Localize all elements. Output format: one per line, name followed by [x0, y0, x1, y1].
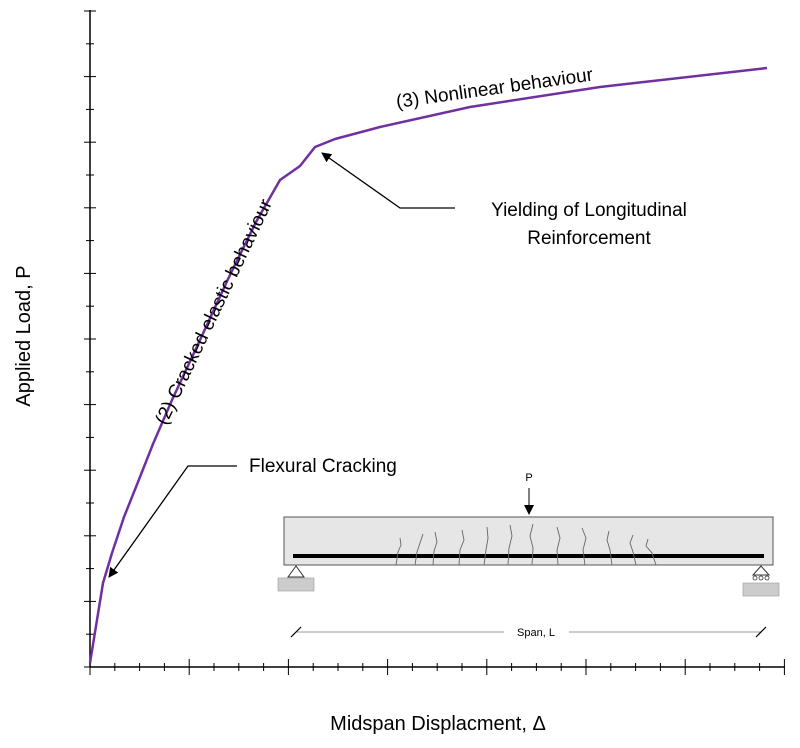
beam-illustration: P Span, L — [277, 472, 780, 639]
cracked-elastic-label: (2) Cracked elastic behaviour — [152, 195, 278, 428]
yielding-label-line1: Yielding of Longitudinal — [491, 200, 687, 221]
cracking-callout: Flexural Cracking — [108, 456, 397, 578]
right-roller-support — [742, 565, 780, 597]
yielding-callout: Yielding of Longitudinal Reinforcement — [321, 152, 687, 249]
x-axis — [89, 659, 785, 675]
yielding-leader-arrow — [321, 152, 455, 209]
yielding-label-line2: Reinforcement — [527, 228, 651, 249]
x-axis-ticks — [89, 659, 785, 675]
span-label: Span, L — [517, 627, 555, 639]
nonlinear-label: (3) Nonlinear behaviour — [395, 64, 595, 113]
load-label: P — [525, 472, 532, 484]
beam-cracks — [395, 523, 657, 566]
cracking-leader-arrow — [108, 465, 237, 578]
span-dimension: Span, L — [290, 626, 767, 639]
cracking-label: Flexural Cracking — [249, 456, 397, 477]
y-axis-ticks — [84, 10, 96, 668]
left-pin-support — [277, 565, 315, 592]
x-axis-label: Midspan Displacment, Δ — [330, 713, 546, 735]
load-displacement-curve — [88, 66, 768, 664]
y-axis-label: Applied Load, P — [13, 265, 35, 406]
y-axis — [84, 10, 96, 668]
